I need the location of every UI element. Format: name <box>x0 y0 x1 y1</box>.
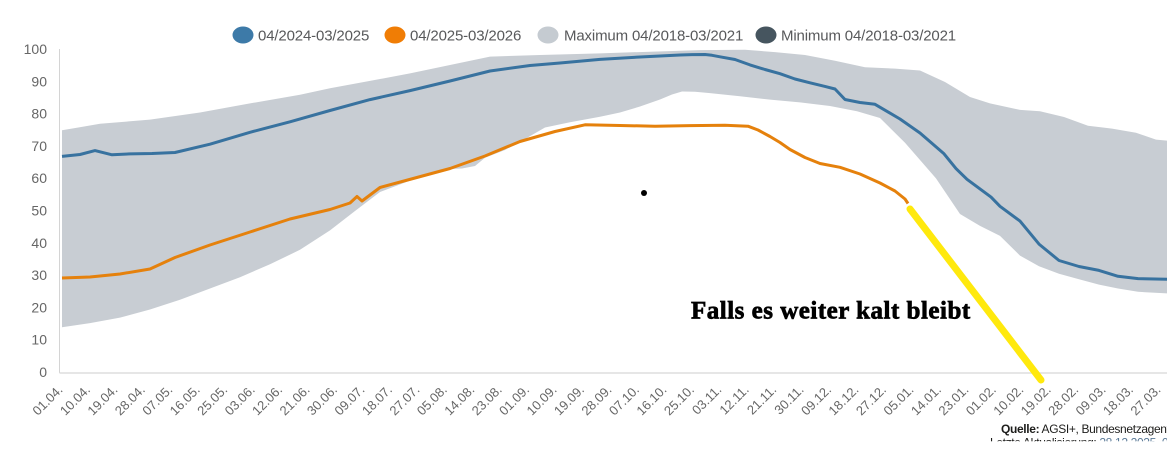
svg-text:40: 40 <box>31 235 47 251</box>
svg-text:0: 0 <box>39 364 47 380</box>
svg-text:20: 20 <box>31 299 47 315</box>
svg-text:80: 80 <box>31 106 47 122</box>
svg-text:04/2024-03/2025: 04/2024-03/2025 <box>258 28 369 45</box>
svg-text:Quelle: AGSI+, Bundesnetzagent: Quelle: AGSI+, Bundesnetzagentur <box>1001 422 1167 436</box>
svg-text:Minimum 04/2018-03/2021: Minimum 04/2018-03/2021 <box>781 28 956 45</box>
svg-text:Falls es weiter kalt bleibt: Falls es weiter kalt bleibt <box>691 298 971 325</box>
svg-text:100: 100 <box>24 41 48 57</box>
svg-text:10: 10 <box>31 332 47 348</box>
svg-text:Maximum 04/2018-03/2021: Maximum 04/2018-03/2021 <box>564 28 743 45</box>
svg-text:70: 70 <box>31 138 47 154</box>
svg-text:04/2025-03/2026: 04/2025-03/2026 <box>410 28 521 45</box>
svg-text:60: 60 <box>31 170 47 186</box>
svg-text:90: 90 <box>31 73 47 89</box>
svg-text:30: 30 <box>31 267 47 283</box>
svg-text:50: 50 <box>31 203 47 219</box>
